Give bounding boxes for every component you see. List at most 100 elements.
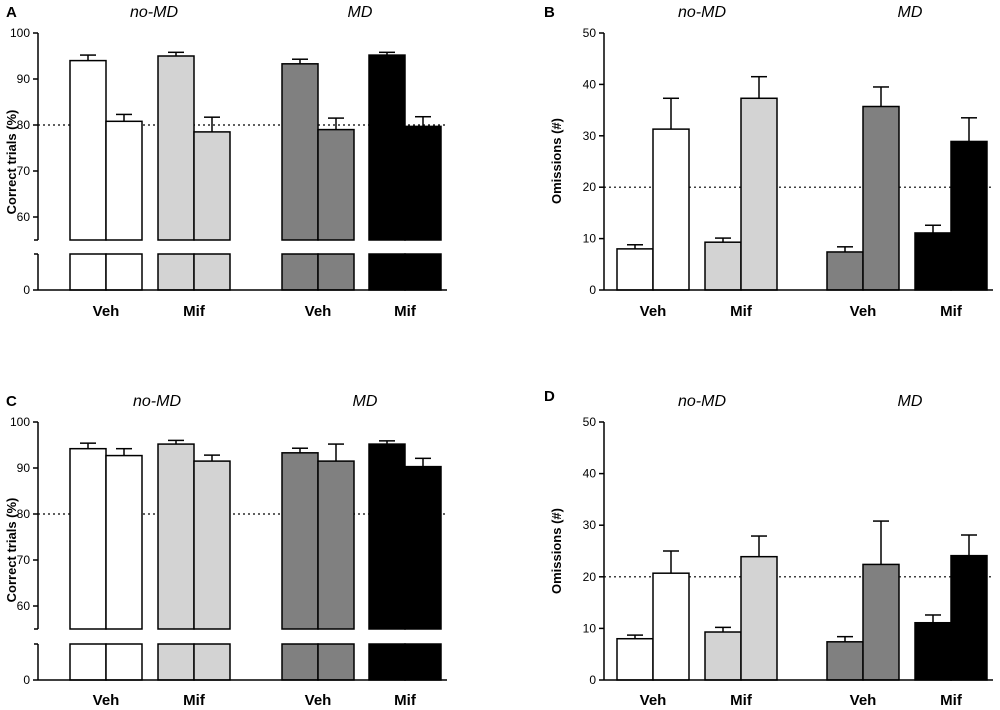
panel-b-group-title-md: MD <box>898 4 923 21</box>
panel-c-group-title-md: MD <box>353 393 378 410</box>
panel-a-bar-g1-1-lower <box>69 253 107 291</box>
panel-c-bar-g2-1-lower <box>157 643 195 681</box>
panel-b-tick-label-50: 50 <box>583 26 597 40</box>
panel-c-bar-g3-2-lower <box>317 643 355 681</box>
panel-a: A no-MD MD Correct trials (%) Veh Mif Veh M… <box>4 4 447 320</box>
panel-b-tick-label-0: 0 <box>589 283 596 297</box>
panel-c-bar-g2-2-lower <box>193 643 231 681</box>
panel-c-bar-g1-1-lower <box>69 643 107 681</box>
panel-b-category-label-3: Veh <box>850 303 877 320</box>
panel-a-group-title-md: MD <box>348 4 373 21</box>
panel-b-bar-g2-1 <box>704 241 742 291</box>
panel-d: D no-MD MD Omissions (#) Veh Mif Veh Mif 0 10… <box>544 388 993 709</box>
panel-d-bar-g1-2 <box>652 572 690 681</box>
panel-a-bar-g1-2-lower <box>105 253 143 291</box>
panel-c-bar-g3-1-lower <box>281 643 319 681</box>
panel-a-y-axis-title: Correct trials (%) <box>4 110 19 215</box>
panel-a-plot: Veh Mif Veh Mif 0 60 70 80 90 100 <box>10 26 447 320</box>
panel-a-group-title-no-md: no-MD <box>130 4 178 21</box>
panel-b-tick-label-10: 10 <box>583 232 597 246</box>
panel-c-group-title-no-md: no-MD <box>133 393 181 410</box>
panel-c-bar-g4-1-upper <box>368 443 406 630</box>
panel-d-bar-g4-2 <box>950 554 988 681</box>
panel-b-plot: Veh Mif Veh Mif 0 10 20 30 40 50 <box>583 26 993 320</box>
panel-a-category-label-4: Mif <box>394 303 417 320</box>
panel-b-bar-g4-2 <box>950 140 988 291</box>
panel-b-category-label-4: Mif <box>940 303 963 320</box>
panel-a-bar-g3-1-upper <box>281 63 319 241</box>
panel-a-tick-label-100: 100 <box>10 26 30 40</box>
panel-b-bar-g3-1 <box>826 251 864 291</box>
panel-a-bar-g4-2-lower <box>404 253 442 291</box>
panel-a-bar-g4-1-lower <box>368 253 406 291</box>
panel-a-bar-g3-2-upper <box>317 128 355 241</box>
panel-c-y-axis-title: Correct trials (%) <box>4 498 19 603</box>
panel-b-bar-g1-1 <box>616 248 654 291</box>
panel-b-tick-label-40: 40 <box>583 77 597 91</box>
panel-a-bar-g2-1-lower <box>157 253 195 291</box>
panel-c-bar-g4-1-lower <box>368 643 406 681</box>
panel-b-bar-g4-1 <box>914 232 952 291</box>
panel-b-category-label-2: Mif <box>730 303 753 320</box>
panel-b-bar-g2-2 <box>740 97 778 291</box>
panel-b-letter: B <box>544 4 555 21</box>
panel-d-tick-label-40: 40 <box>583 467 597 481</box>
panel-d-group-title-no-md: no-MD <box>678 393 726 410</box>
panel-d-bar-g1-1 <box>616 637 654 681</box>
panel-c-plot: Veh Mif Veh Mif 0 60 70 80 90 100 <box>10 415 447 709</box>
panel-c-bar-g4-2-lower <box>404 643 442 681</box>
panel-c-category-label-1: Veh <box>93 692 120 709</box>
panel-c-bar-g2-1-upper <box>157 443 195 630</box>
panel-a-bar-g3-1-lower <box>281 253 319 291</box>
panel-d-bar-g2-2 <box>740 555 778 681</box>
panel-c-bar-g3-2-upper <box>317 460 355 630</box>
panel-b-bar-g3-2 <box>862 105 900 291</box>
panel-a-bar-g2-2-lower <box>193 253 231 291</box>
panel-b-category-label-1: Veh <box>640 303 667 320</box>
panel-b: B no-MD MD Omissions (#) Veh Mif Veh Mif 0 10… <box>544 4 993 320</box>
panel-a-bar-g4-1-upper <box>368 54 406 241</box>
panel-d-bar-g4-1 <box>914 621 952 681</box>
panel-d-tick-label-30: 30 <box>583 518 597 532</box>
panel-b-group-title-no-md: no-MD <box>678 4 726 21</box>
panel-c-tick-label-100: 100 <box>10 415 30 429</box>
panel-b-tick-label-30: 30 <box>583 129 597 143</box>
panel-b-y-axis-title: Omissions (#) <box>549 118 564 204</box>
panel-d-letter: D <box>544 388 555 405</box>
panel-c-bar-g1-2-upper <box>105 454 143 630</box>
panel-a-tick-label-0: 0 <box>23 283 30 297</box>
panel-a-category-label-1: Veh <box>93 303 120 320</box>
panel-c-tick-label-70: 70 <box>17 553 31 567</box>
panel-d-y-axis-title: Omissions (#) <box>549 508 564 594</box>
panel-d-plot: Veh Mif Veh Mif 0 10 20 30 40 50 <box>583 415 993 709</box>
panel-c-tick-label-80: 80 <box>17 507 31 521</box>
panel-d-category-label-2: Mif <box>730 692 753 709</box>
panel-a-bar-g2-2-upper <box>193 131 231 241</box>
panel-d-bar-g3-2 <box>862 563 900 681</box>
panel-a-bar-g2-1-upper <box>157 55 195 241</box>
panel-d-tick-label-0: 0 <box>589 673 596 687</box>
panel-d-category-label-3: Veh <box>850 692 877 709</box>
panel-c-category-label-4: Mif <box>394 692 417 709</box>
panel-a-tick-label-80: 80 <box>17 118 31 132</box>
panel-c-category-label-2: Mif <box>183 692 206 709</box>
panel-a-category-label-3: Veh <box>305 303 332 320</box>
panel-c-tick-label-90: 90 <box>17 461 31 475</box>
panel-d-tick-label-50: 50 <box>583 415 597 429</box>
panel-d-bar-g2-1 <box>704 631 742 681</box>
panel-c-bar-g3-1-upper <box>281 452 319 630</box>
panel-c-bar-g1-2-lower <box>105 643 143 681</box>
panel-c-category-label-3: Veh <box>305 692 332 709</box>
panel-a-category-label-2: Mif <box>183 303 206 320</box>
panel-a-tick-label-70: 70 <box>17 164 31 178</box>
panel-a-tick-label-60: 60 <box>17 210 31 224</box>
panel-d-category-label-4: Mif <box>940 692 963 709</box>
panel-c-bar-g2-2-upper <box>193 460 231 630</box>
panel-a-bar-g4-2-upper <box>404 125 442 241</box>
panel-c-tick-label-0: 0 <box>23 673 30 687</box>
panel-c-tick-label-60: 60 <box>17 599 31 613</box>
panel-c: C no-MD MD Correct trials (%) Veh Mif Veh M… <box>4 393 447 709</box>
panel-a-bar-g1-1-upper <box>69 59 107 241</box>
panel-a-letter: A <box>6 4 17 21</box>
